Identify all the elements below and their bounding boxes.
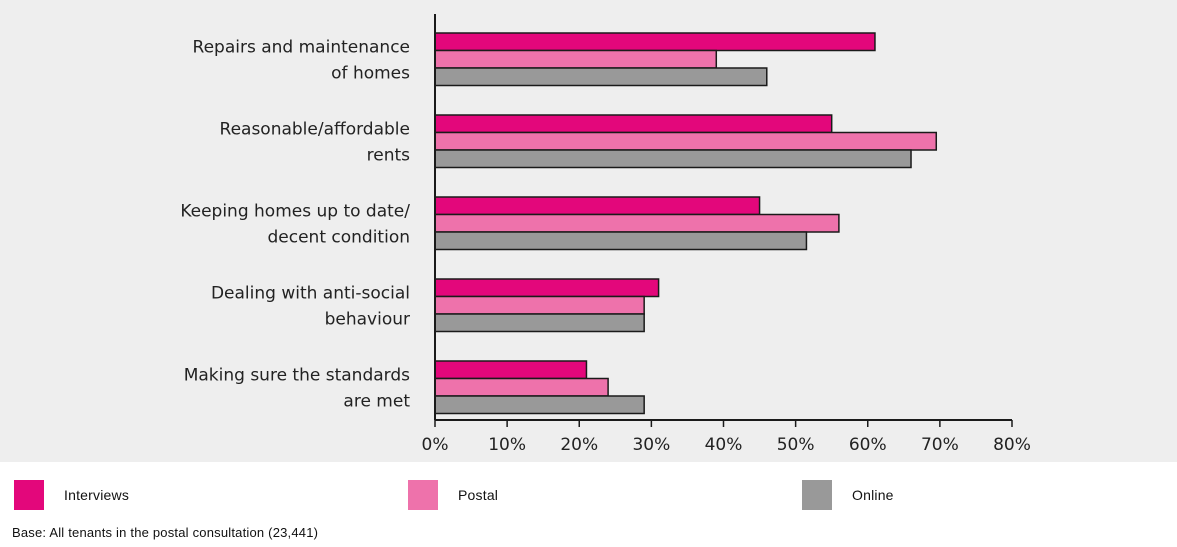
bar-postal-3 xyxy=(434,213,840,233)
bar-chart: Repairs and maintenance of homes Reasonabl… xyxy=(180,14,1031,455)
bar-online-5 xyxy=(434,395,645,415)
base-note: Base: All tenants in the postal consulta… xyxy=(12,525,319,540)
bar-postal-2 xyxy=(434,131,938,151)
x-tick-label-7: 60% xyxy=(849,435,887,455)
bar-interviews-2 xyxy=(434,114,833,134)
legend-label-online: Online xyxy=(852,487,894,503)
bar-interviews-5 xyxy=(434,360,588,380)
chart-legend: Interviews Postal Online xyxy=(0,478,1177,512)
category-label-3-line-2: decent condition xyxy=(268,227,411,247)
legend-item-online: Online xyxy=(802,478,894,512)
category-label-1-line-1: Repairs and maintenance xyxy=(193,37,410,57)
category-label-3-line-1: Keeping homes up to date/ xyxy=(180,201,410,221)
category-label-4-line-2: behaviour xyxy=(325,309,410,329)
chart-panel: Repairs and maintenance of homes Reasonabl… xyxy=(0,0,1177,462)
bar-interviews-4 xyxy=(434,278,660,298)
category-label-5-line-1: Making sure the standards xyxy=(184,365,410,385)
bar-interviews-1 xyxy=(434,32,876,52)
x-tick-label-9: 80% xyxy=(993,435,1031,455)
bar-online-3 xyxy=(434,231,808,251)
bar-postal-4 xyxy=(434,295,645,315)
x-tick-label-4: 30% xyxy=(632,435,670,455)
legend-item-postal: Postal xyxy=(408,478,498,512)
x-tick-label-8: 70% xyxy=(921,435,959,455)
legend-swatch-interviews xyxy=(14,480,44,510)
x-tick-label-3: 20% xyxy=(560,435,598,455)
x-tick-label-1: 0% xyxy=(422,435,449,455)
category-label-5-line-2: are met xyxy=(343,391,410,411)
category-label-4-line-1: Dealing with anti-social xyxy=(211,283,410,303)
x-tick-label-5: 40% xyxy=(705,435,743,455)
bar-online-1 xyxy=(434,67,768,87)
legend-swatch-postal xyxy=(408,480,438,510)
bar-online-2 xyxy=(434,149,912,169)
legend-label-interviews: Interviews xyxy=(64,487,130,503)
category-label-2-line-2: rents xyxy=(367,145,411,165)
legend-label-postal: Postal xyxy=(458,487,499,503)
bar-interviews-3 xyxy=(434,196,761,216)
x-tick-label-6: 50% xyxy=(777,435,815,455)
bar-postal-5 xyxy=(434,377,609,397)
legend-swatch-online xyxy=(802,480,832,510)
bar-online-4 xyxy=(434,313,645,333)
category-label-2-line-1: Reasonable/affordable xyxy=(220,119,410,139)
bar-postal-1 xyxy=(434,49,718,69)
legend-item-interviews: Interviews xyxy=(14,478,129,512)
category-label-1-line-2: of homes xyxy=(331,63,410,83)
x-tick-label-2: 10% xyxy=(488,435,526,455)
